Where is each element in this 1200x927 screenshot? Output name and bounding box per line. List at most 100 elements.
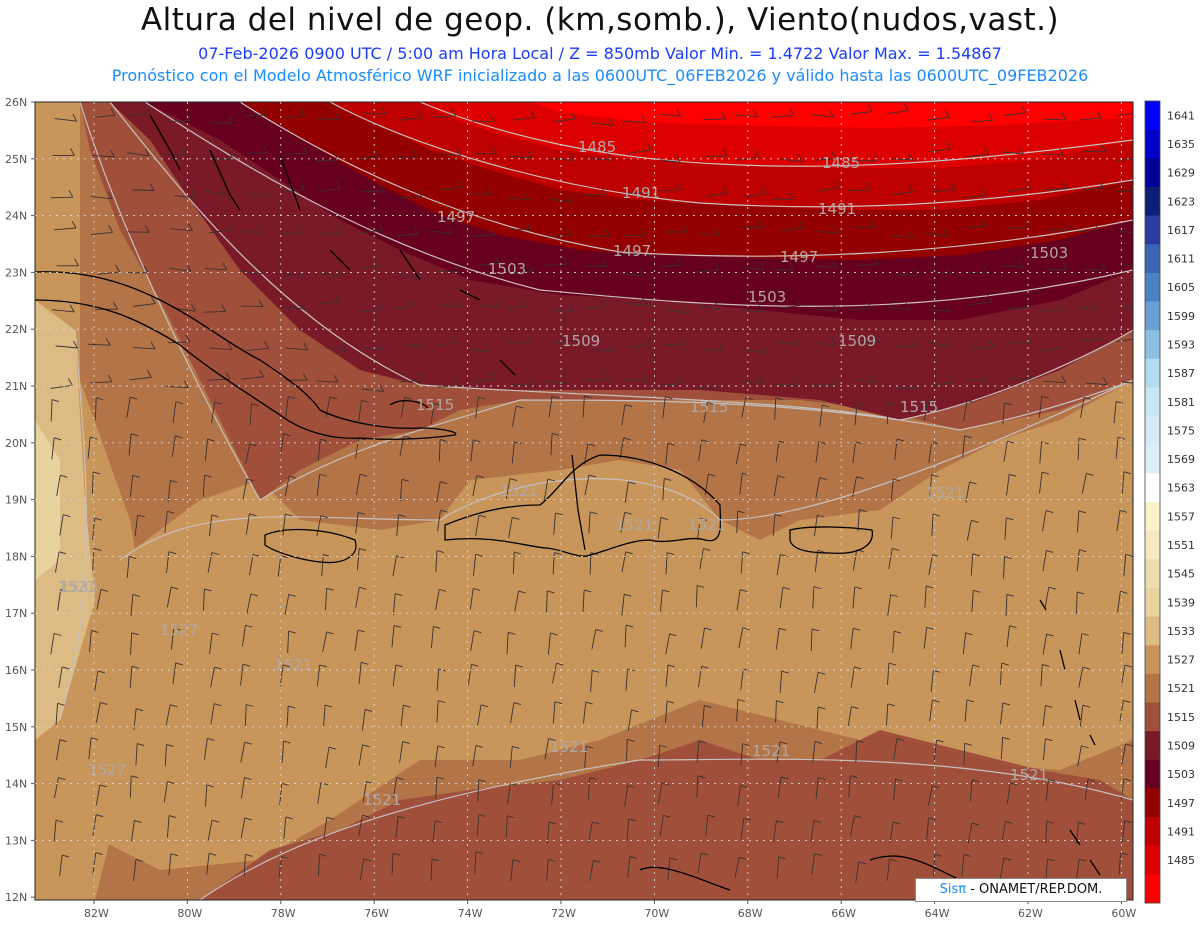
wind-barb-feather — [1123, 471, 1132, 475]
wind-barb-feather — [74, 258, 79, 266]
wind-barb-feather — [300, 301, 306, 310]
wind-barb-feather — [115, 264, 120, 273]
wind-barb-feather — [666, 552, 675, 556]
lat-label: 23N — [5, 266, 27, 279]
wind-barb — [776, 856, 780, 879]
wind-barb-feather — [1047, 858, 1055, 862]
wind-barb-feather — [513, 702, 522, 706]
colorbar-swatch — [1145, 817, 1160, 847]
wind-barb — [1007, 306, 1030, 310]
wind-barb-feather — [436, 776, 445, 780]
wind-barb — [510, 702, 515, 724]
wind-barb-feather — [950, 182, 956, 190]
wind-barb — [589, 157, 612, 161]
wind-barb-feather — [814, 740, 823, 744]
wind-barb-feather — [214, 666, 222, 670]
wind-barb — [509, 155, 532, 159]
wind-barb-feather — [1004, 402, 1012, 406]
wind-barb — [361, 388, 384, 392]
wind-barb — [852, 476, 857, 497]
wind-barb — [94, 397, 97, 420]
wind-barb — [1000, 737, 1004, 760]
wind-barb-feather — [638, 268, 644, 276]
wind-barb-feather — [167, 781, 175, 784]
wind-barb-feather — [811, 628, 820, 632]
wind-barb-feather — [91, 629, 99, 633]
wind-barb — [472, 120, 495, 123]
colorbar-label: 1551 — [1167, 539, 1195, 552]
wind-barb — [544, 478, 549, 500]
wind-barb — [552, 158, 575, 161]
wind-barb — [930, 670, 934, 692]
wind-barb-feather — [643, 373, 649, 382]
wind-barb — [815, 441, 820, 463]
wind-barb — [1009, 378, 1032, 380]
wind-barb-feather — [798, 220, 804, 229]
wind-barb-feather — [854, 666, 862, 670]
wind-barb — [438, 439, 441, 462]
wind-barb-feather — [170, 480, 178, 483]
wind-barb-feather — [556, 662, 564, 666]
wind-barb-feather — [413, 227, 419, 235]
wind-barb — [743, 349, 766, 354]
colorbar-swatch — [1145, 559, 1160, 589]
wind-barb — [819, 404, 823, 427]
wind-barb-feather — [62, 666, 70, 670]
wind-barb — [395, 233, 418, 237]
wind-barb-feather — [551, 395, 560, 399]
wind-barb — [890, 516, 894, 539]
wind-barb — [852, 586, 856, 609]
wind-barb-feather — [1026, 371, 1032, 379]
wind-barb — [781, 227, 804, 232]
wind-barb-feather — [682, 224, 688, 233]
colorbar-swatch — [1145, 759, 1160, 789]
wind-barb-feather — [475, 553, 483, 557]
wind-barb — [1045, 779, 1049, 802]
wind-barb-feather — [168, 815, 177, 819]
wind-barb — [210, 122, 233, 124]
colorbar-swatch — [1145, 387, 1160, 417]
wind-barb-feather — [865, 182, 871, 191]
wind-barb-feather — [90, 737, 99, 741]
wind-barb-feather — [569, 304, 574, 312]
wind-barb-feather — [1009, 625, 1017, 629]
wind-barb-feather — [893, 630, 902, 634]
wind-barb-feather — [377, 258, 382, 267]
wind-barb-feather — [222, 262, 228, 270]
wind-barb-feather — [208, 852, 217, 856]
wind-barb-feather — [623, 437, 631, 441]
wind-barb-feather — [592, 821, 600, 825]
wind-barb-feather — [740, 589, 748, 592]
wind-barb — [430, 403, 435, 425]
wind-barb-feather — [362, 814, 370, 818]
wind-barb-feather — [1062, 262, 1068, 271]
wind-barb-feather — [707, 402, 715, 405]
wind-barb — [1120, 664, 1126, 686]
wind-barb-feather — [95, 852, 103, 856]
wind-barb — [775, 341, 797, 346]
wind-barb — [848, 189, 871, 191]
wind-barb — [962, 435, 966, 458]
wind-barb — [780, 158, 803, 163]
wind-barb-feather — [171, 586, 179, 590]
wind-barb — [477, 779, 480, 802]
wind-barb-feather — [554, 701, 563, 705]
wind-barb-feather — [759, 262, 765, 270]
wind-barb-feather — [211, 819, 220, 823]
wind-barb-feather — [246, 703, 254, 707]
wind-barb — [316, 159, 339, 162]
wind-barb-feather — [374, 148, 380, 157]
wind-barb — [132, 189, 155, 191]
wind-barb-feather — [775, 397, 783, 401]
wind-barb-feather — [776, 700, 784, 704]
wind-barb-feather — [571, 333, 576, 341]
wind-barb-feather — [245, 624, 253, 628]
wind-barb-feather — [551, 432, 560, 436]
colorbar-label: 1569 — [1167, 453, 1195, 466]
wind-barb-feather — [664, 477, 672, 481]
wind-barb-feather — [1102, 377, 1108, 385]
lat-label: 22N — [5, 323, 27, 336]
wind-barb-feather — [754, 150, 759, 158]
wind-barb-feather — [150, 296, 156, 304]
colorbar-label: 1635 — [1167, 138, 1195, 151]
